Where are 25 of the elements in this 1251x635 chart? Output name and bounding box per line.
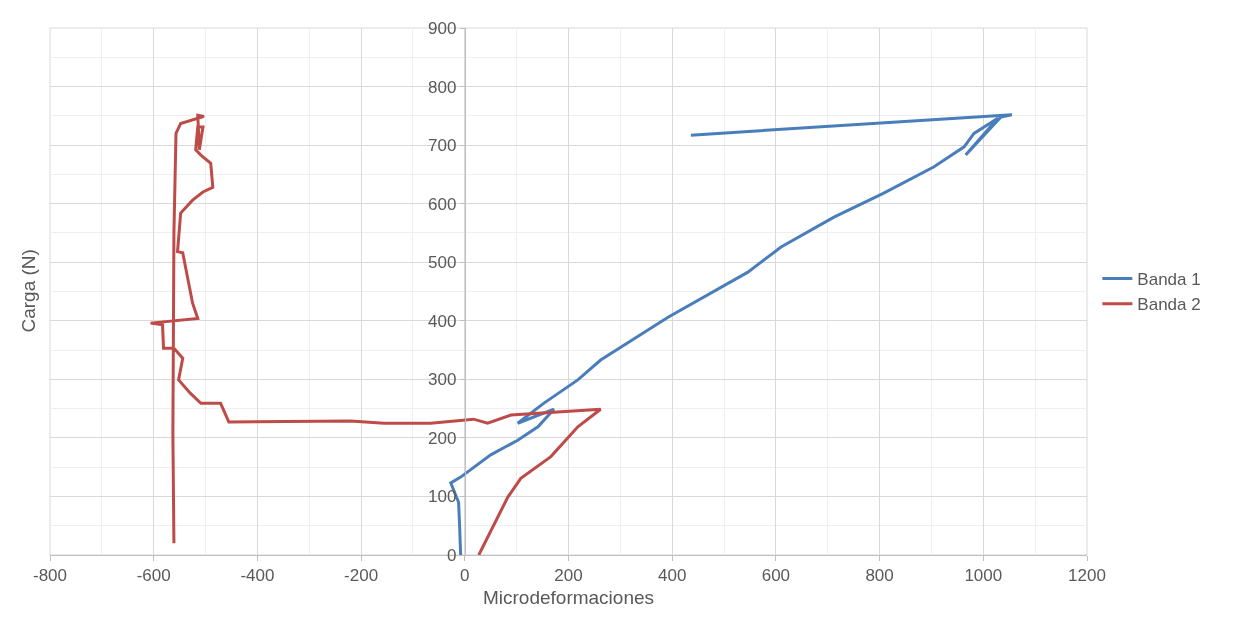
x-tick-label: 0: [460, 566, 470, 586]
y-tick-label: 800: [428, 77, 457, 97]
y-tick-label: 200: [428, 428, 457, 448]
y-tick-label: 500: [428, 253, 457, 273]
x-tick-label: 200: [554, 566, 583, 586]
y-tick-label: 700: [428, 136, 457, 156]
x-tick-label: -800: [32, 566, 68, 586]
x-axis-title: Microdeformaciones: [482, 587, 655, 609]
x-tick-label: 400: [658, 566, 687, 586]
x-tick-label: 600: [761, 566, 791, 586]
x-tick-label: 1200: [1068, 566, 1106, 586]
y-axis-title: Carga (N): [17, 249, 39, 333]
legend-label: Banda 1: [1137, 270, 1201, 290]
y-tick-label: 100: [428, 487, 457, 507]
x-tick-label: 1000: [964, 566, 1003, 586]
legend-label: Banda 2: [1137, 295, 1201, 315]
x-tick-label: -600: [136, 566, 171, 586]
y-tick-label: 600: [428, 194, 457, 214]
x-tick-label: 800: [865, 566, 894, 586]
y-tick-label: 0: [446, 545, 457, 565]
y-tick-label: 900: [428, 18, 457, 38]
y-tick-label: 400: [428, 311, 457, 331]
x-tick-label: -200: [344, 566, 379, 586]
x-tick-label: -400: [240, 566, 275, 586]
y-tick-label: 300: [428, 370, 457, 390]
